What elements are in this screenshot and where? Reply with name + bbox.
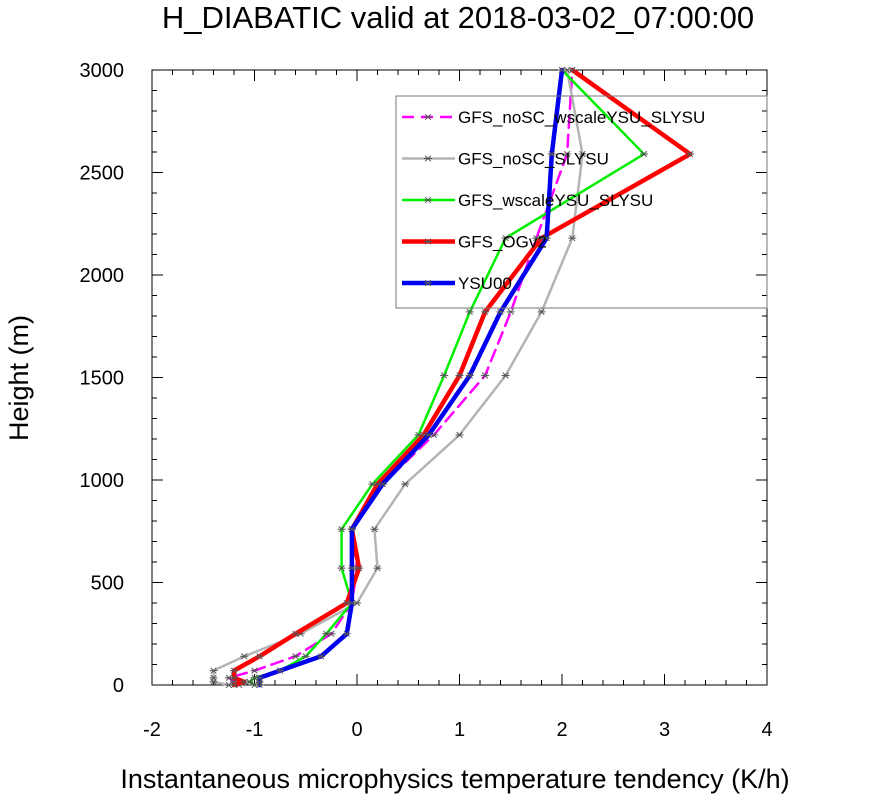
data-point <box>230 667 238 674</box>
data-point <box>501 234 510 242</box>
legend-item: YSU00 <box>402 274 512 293</box>
data-point <box>301 653 310 660</box>
series-3 <box>230 66 695 689</box>
x-tick-label: 2 <box>556 719 567 741</box>
data-point <box>568 66 577 74</box>
data-point <box>209 667 218 674</box>
data-point <box>337 526 346 533</box>
data-point <box>370 526 379 533</box>
data-point <box>322 630 331 637</box>
legend-label: GFS_OGv2 <box>458 233 547 252</box>
data-point <box>240 678 249 686</box>
y-tick-label: 1500 <box>80 368 125 390</box>
data-point <box>440 372 449 379</box>
data-point <box>537 308 546 316</box>
data-point <box>481 372 490 379</box>
data-point <box>276 667 285 674</box>
data-point <box>640 150 648 158</box>
legend-box <box>395 95 768 309</box>
data-point <box>455 431 464 439</box>
data-point <box>337 564 346 572</box>
major-ticks <box>151 69 768 686</box>
data-point <box>401 480 410 488</box>
data-point <box>230 681 238 689</box>
data-point <box>255 653 264 660</box>
data-point <box>347 526 356 533</box>
y-axis-label: Height (m) <box>4 315 34 441</box>
data-point-legend <box>424 238 432 245</box>
y-tick-label: 1000 <box>80 470 125 492</box>
data-point <box>378 480 387 488</box>
data-point <box>230 674 238 681</box>
legend-label: GFS_noSC_wscaleYSU_SLYSU <box>458 108 705 127</box>
data-point <box>424 431 433 439</box>
data-point <box>481 308 490 316</box>
data-point <box>455 372 464 379</box>
data-point <box>373 564 382 572</box>
legend-item: GFS_OGv2 <box>402 233 547 252</box>
series-lines <box>209 66 695 689</box>
data-point <box>317 653 326 660</box>
data-point-legend <box>424 279 432 287</box>
series-line-3 <box>231 67 693 688</box>
data-point <box>355 564 364 572</box>
data-point <box>547 150 556 158</box>
legend-label: GFS_noSC_SLYSU <box>458 150 609 169</box>
data-point <box>501 372 510 379</box>
data-point <box>291 653 300 660</box>
data-point-legend <box>424 155 432 162</box>
legend-item: GFS_noSC_SLYSU <box>402 150 609 169</box>
data-point <box>558 66 566 74</box>
legend: GFS_noSC_wscaleYSU_SLYSU GFS_noSC_SLYSU GF… <box>395 95 768 309</box>
y-tick-label: 3000 <box>80 60 125 82</box>
series-4 <box>255 66 566 689</box>
y-tick-label: 500 <box>91 573 124 595</box>
data-point <box>496 308 505 316</box>
data-point <box>291 630 300 637</box>
legend-label: GFS_wscaleYSU_SLYSU <box>458 191 653 210</box>
x-tick-label: 3 <box>659 719 670 741</box>
legend-item: GFS_wscaleYSU_SLYSU <box>402 191 653 210</box>
chart-title: H_DIABATIC valid at 2018-03-02_07:00:00 <box>162 0 754 35</box>
data-point <box>250 667 259 674</box>
data-point <box>347 564 356 572</box>
x-tick-label: 4 <box>761 719 772 741</box>
legend-label: YSU00 <box>458 274 512 293</box>
data-point <box>563 150 572 158</box>
y-tick-label: 2000 <box>80 265 125 287</box>
x-tick-label: -1 <box>246 719 264 741</box>
data-point-legend <box>424 113 432 121</box>
data-point <box>342 630 351 637</box>
x-axis-label: Instantaneous microphysics temperature t… <box>120 764 789 794</box>
legend-item: GFS_noSC_wscaleYSU_SLYSU <box>402 108 705 127</box>
data-point <box>686 150 695 158</box>
y-tick-labels: 0 500 1000 1500 2000 2500 3000 <box>80 60 125 697</box>
x-tick-label: 0 <box>351 719 362 741</box>
x-tick-labels: -2 -1 0 1 2 3 4 <box>143 719 772 741</box>
data-point <box>506 308 515 316</box>
y-tick-label: 2500 <box>80 163 125 185</box>
data-point <box>578 150 587 158</box>
data-point <box>568 234 577 242</box>
data-point <box>209 674 218 681</box>
series-line-4 <box>257 67 565 688</box>
y-tick-label: 0 <box>113 675 124 697</box>
series-1 <box>209 66 587 689</box>
data-point <box>465 308 474 316</box>
series-line-1 <box>212 68 584 687</box>
data-point <box>347 599 356 607</box>
x-tick-label: 1 <box>454 719 465 741</box>
x-tick-label: -2 <box>143 719 161 741</box>
data-point <box>465 372 474 379</box>
data-point <box>255 674 264 681</box>
data-point <box>542 234 551 242</box>
data-point <box>240 653 249 660</box>
data-point-legend <box>424 196 432 204</box>
